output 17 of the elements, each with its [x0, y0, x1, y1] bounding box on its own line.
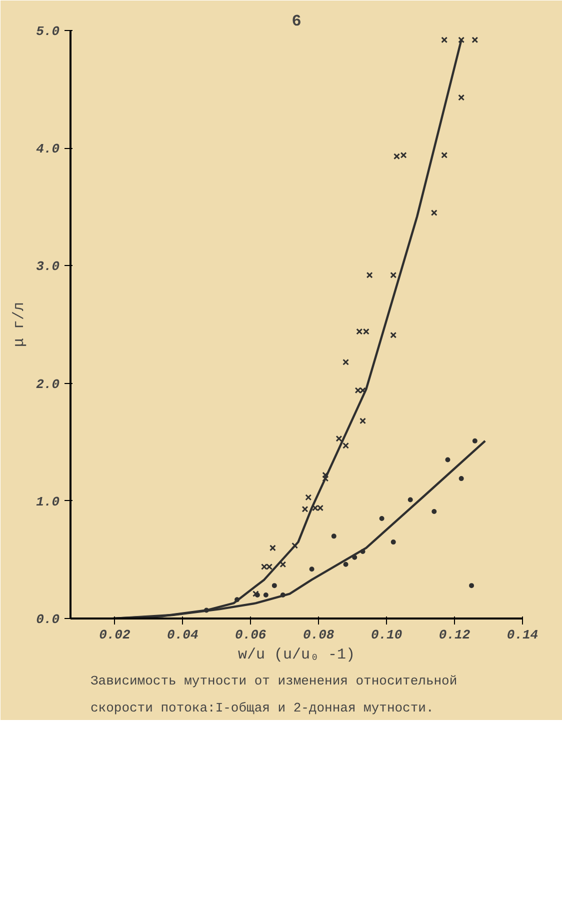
x-tick-label: 0.08 — [302, 628, 334, 642]
x-axis-title: w/u (u/u₀ -1) — [238, 646, 356, 664]
y-tick-label: 5.0 — [36, 24, 60, 39]
x-tick-label: 0.02 — [99, 628, 130, 642]
x-tick-label: 0.06 — [235, 628, 266, 642]
text: Зависимость мутности от изменения относительной скорости потока:I-общая и 2-донная мутности. — [90, 674, 458, 716]
text: 6 — [292, 12, 302, 30]
y-tick-label: 4.0 — [36, 142, 60, 157]
y-tick-label: 2.0 — [36, 376, 60, 392]
y-tick-label: 3.0 — [36, 259, 60, 274]
x-tick-label: 0.12 — [438, 628, 470, 642]
x-tick-label: 0.14 — [506, 628, 538, 642]
y-axis-title: μ г/л — [11, 302, 28, 348]
y-tick-label: 0.0 — [36, 612, 60, 627]
x-tick-label: 0.04 — [167, 628, 198, 642]
y-tick-label: 1.0 — [36, 494, 60, 510]
x-tick-label: 0.10 — [370, 628, 402, 642]
